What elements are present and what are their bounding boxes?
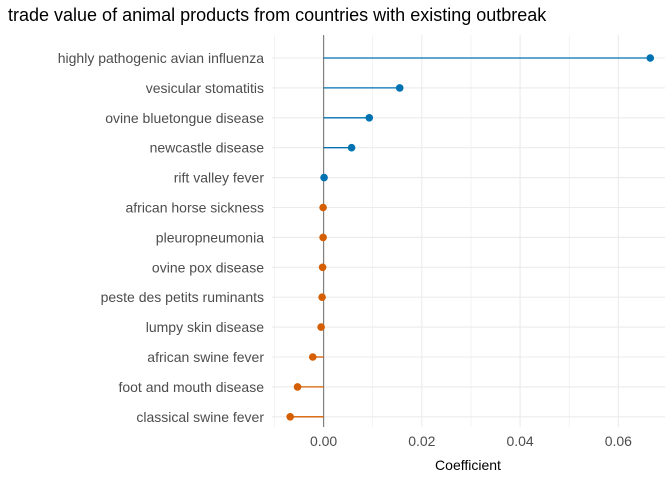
- y-tick-label: pleuropneumonia: [156, 229, 264, 245]
- y-tick-label: highly pathogenic avian influenza: [58, 50, 264, 66]
- y-tick-label: african swine fever: [147, 349, 264, 365]
- y-tick-label: ovine bluetongue disease: [105, 110, 264, 126]
- y-tick-label: lumpy skin disease: [146, 319, 264, 335]
- y-tick-label: vesicular stomatitis: [146, 80, 264, 96]
- point-5: [319, 203, 327, 212]
- point-1: [395, 84, 404, 92]
- points: [286, 54, 655, 421]
- y-tick-label: newcastle disease: [150, 140, 265, 156]
- x-tick-label: 0.00: [310, 433, 337, 449]
- point-8: [318, 293, 326, 302]
- y-tick-label: african horse sickness: [125, 200, 264, 216]
- x-tick-label: 0.04: [506, 433, 533, 449]
- chart-title: trade value of animal products from coun…: [8, 5, 547, 25]
- point-9: [317, 323, 325, 331]
- x-tick-label: 0.02: [408, 433, 435, 449]
- point-11: [293, 383, 302, 391]
- point-4: [320, 173, 328, 182]
- y-tick-label: peste des petits ruminants: [101, 289, 264, 305]
- stems: [290, 57, 651, 418]
- point-0: [646, 54, 655, 62]
- y-tick-labels: highly pathogenic avian influenza vesicul…: [58, 50, 265, 425]
- point-6: [319, 233, 327, 242]
- point-2: [365, 114, 374, 122]
- grid-lines: [272, 35, 665, 427]
- point-7: [318, 263, 327, 272]
- point-12: [286, 413, 294, 421]
- point-3: [347, 143, 356, 152]
- y-tick-label: classical swine fever: [136, 409, 264, 425]
- x-tick-labels: 0.00 0.02 0.04 0.06: [310, 433, 632, 449]
- x-axis-label: Coefficient: [435, 457, 501, 473]
- y-tick-label: foot and mouth disease: [118, 379, 264, 395]
- point-10: [308, 353, 317, 361]
- y-tick-label: rift valley fever: [174, 170, 265, 186]
- x-tick-label: 0.06: [605, 433, 632, 449]
- y-tick-label: ovine pox disease: [152, 259, 264, 275]
